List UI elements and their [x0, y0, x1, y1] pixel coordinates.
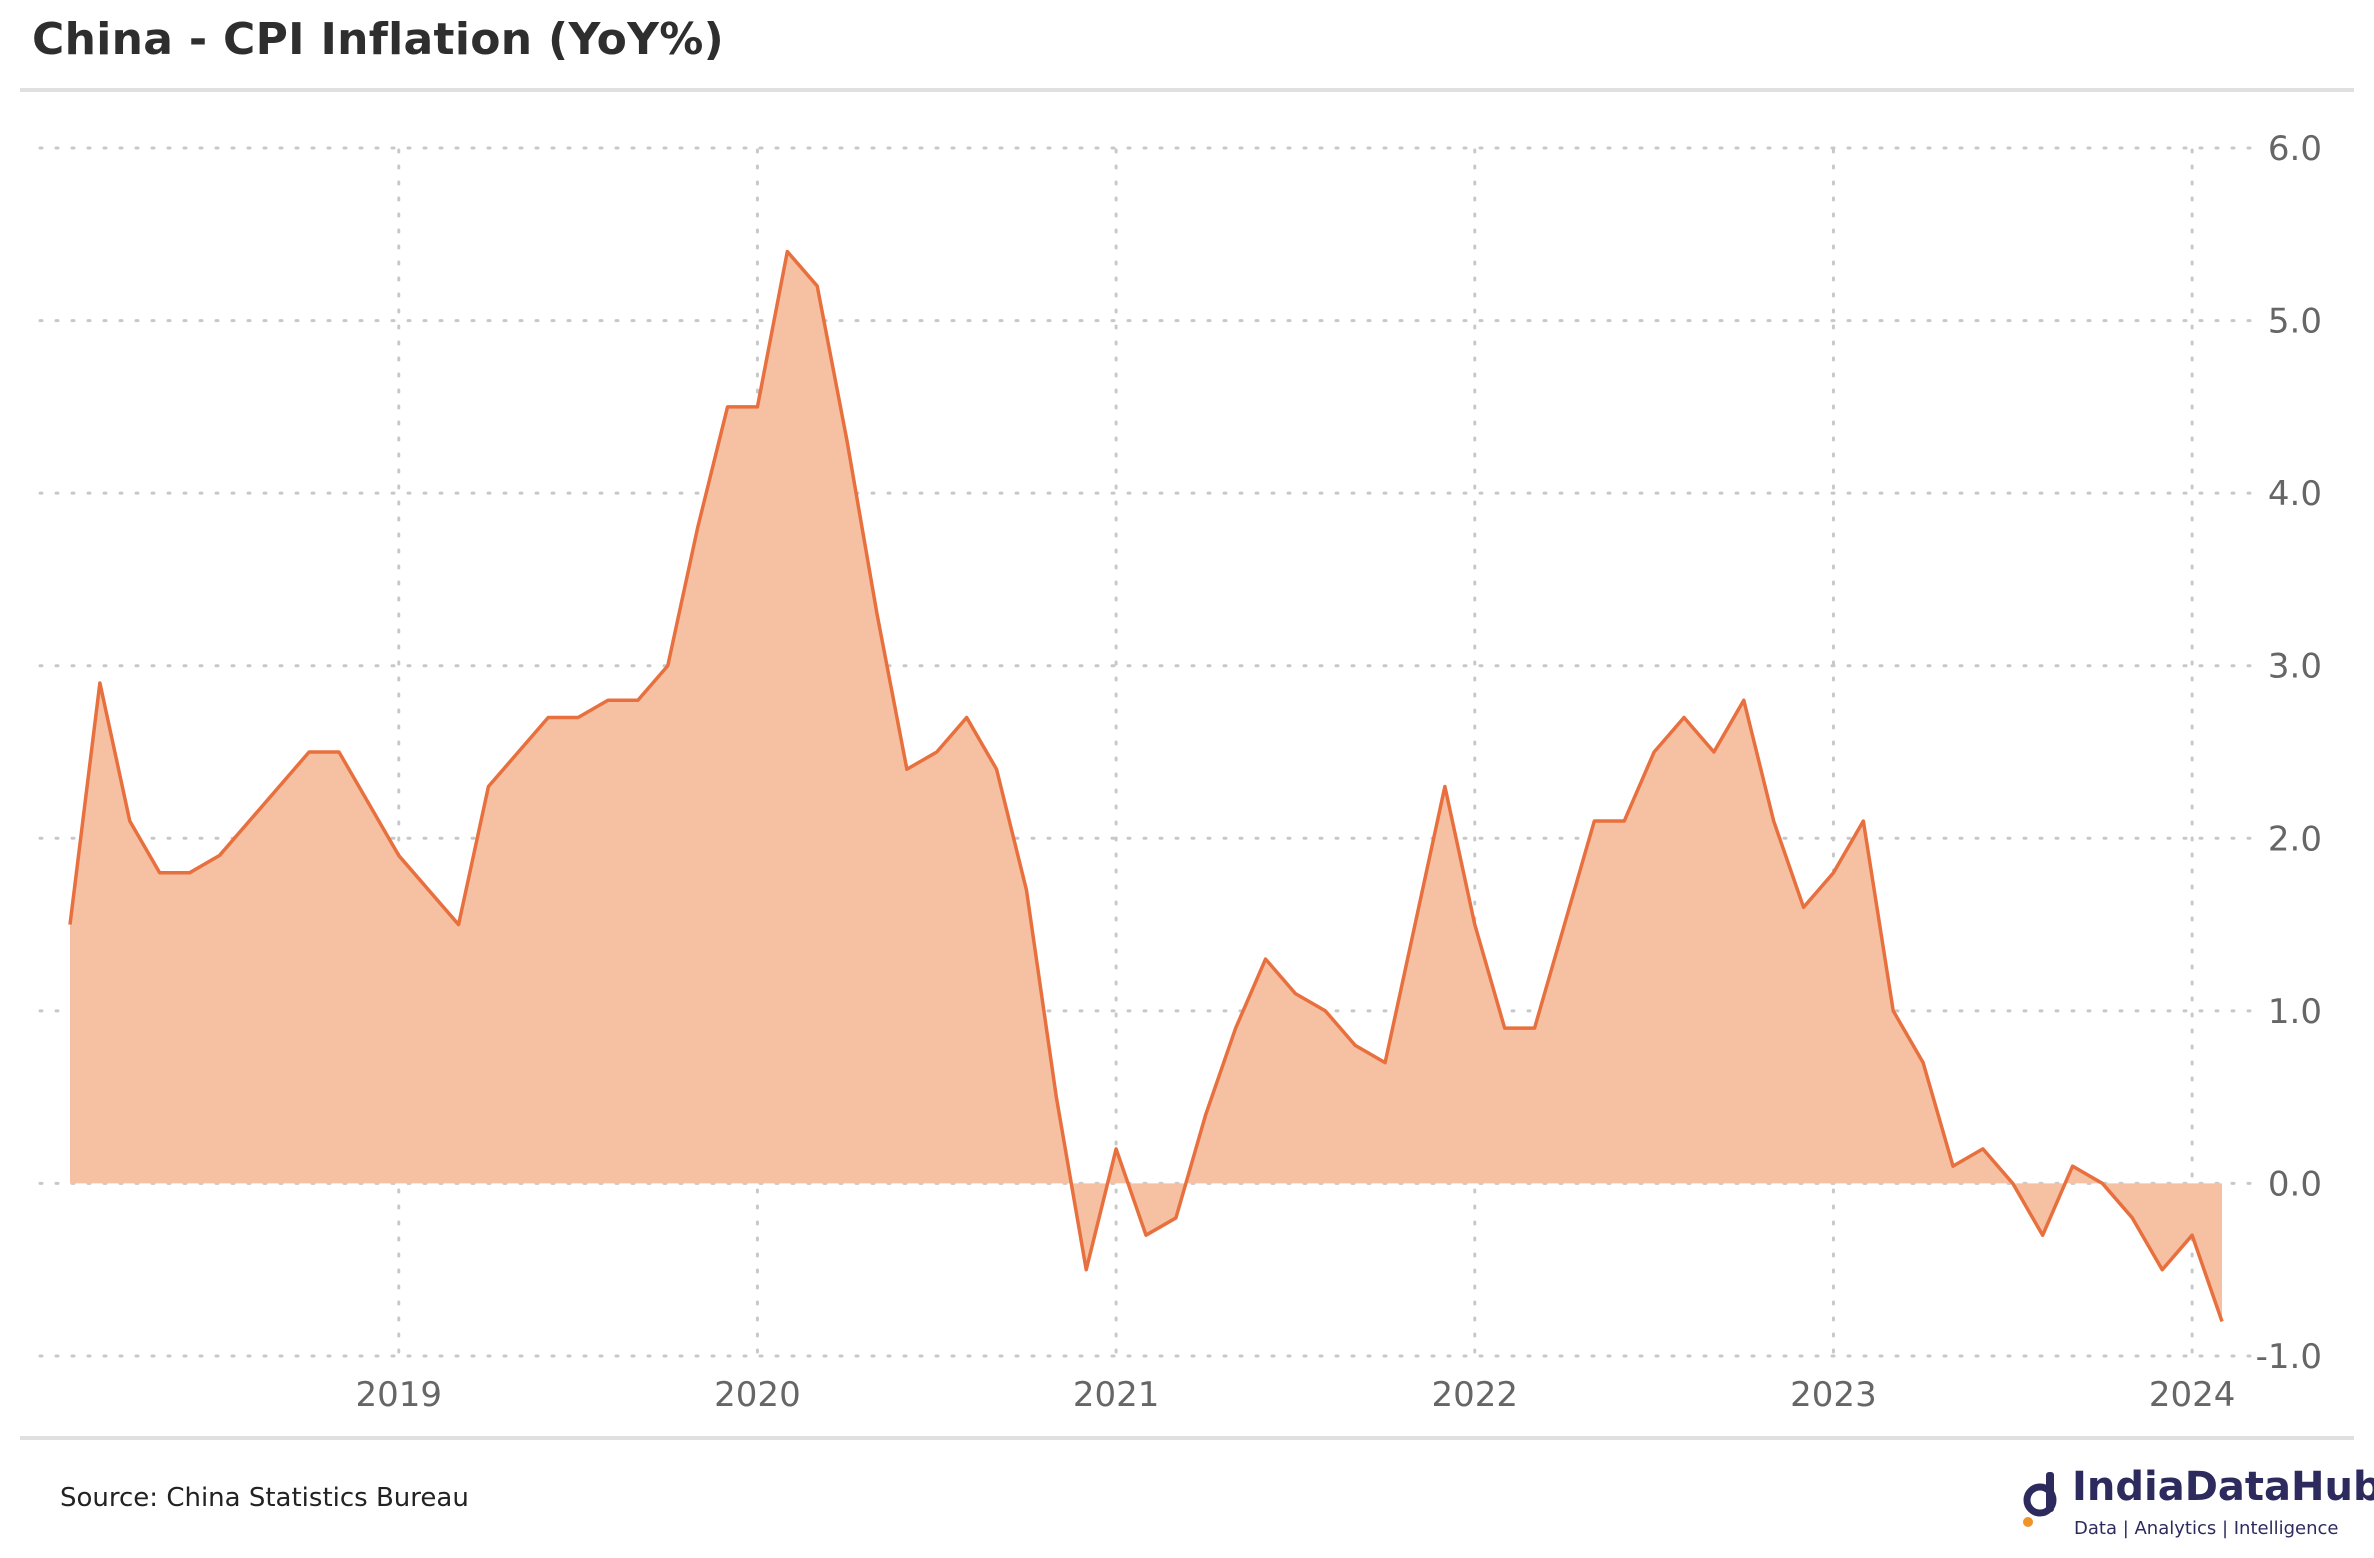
y-tick-label: 6.0	[2268, 129, 2322, 169]
y-tick-label: 3.0	[2268, 647, 2322, 687]
x-tick-label: 2024	[2149, 1375, 2236, 1415]
top-divider	[20, 88, 2354, 92]
logo-tagline: Data | Analytics | Intelligence	[2074, 1518, 2339, 1539]
x-tick-label: 2021	[1073, 1375, 1160, 1415]
y-tick-label: 5.0	[2268, 302, 2322, 342]
series-area	[70, 251, 2222, 1322]
brand-logo: IndiaDataHub Data | Analytics | Intellig…	[2020, 1462, 2374, 1552]
y-tick-label: 1.0	[2268, 992, 2322, 1032]
line-layer	[68, 249, 2224, 1323]
y-axis-ticks: 6.0 5.0 4.0 3.0 2.0 1.0 0.0 -1.0	[2256, 129, 2322, 1377]
x-axis-ticks: 2019 2020 2021 2022 2023 2024	[356, 1375, 2236, 1415]
y-tick-label: -1.0	[2256, 1337, 2322, 1377]
cpi-chart: 6.05.04.03.02.01.00.0-1.0 2019 2020 2021 20…	[38, 129, 2322, 1415]
x-tick-label: 2019	[356, 1375, 443, 1415]
logo-mark-icon	[2023, 1472, 2057, 1527]
x-tick-label: 2022	[1432, 1375, 1519, 1415]
series-line	[68, 249, 2224, 1323]
area-layer	[70, 251, 2222, 1322]
y-tick-label: 4.0	[2268, 474, 2322, 514]
page-title: China - CPI Inflation (YoY%)	[32, 14, 725, 65]
source-note: Source: China Statistics Bureau	[60, 1483, 469, 1513]
x-tick-label: 2023	[1790, 1375, 1877, 1415]
bottom-divider	[20, 1436, 2354, 1440]
x-tick-label: 2020	[714, 1375, 801, 1415]
logo-name: IndiaDataHub	[2072, 1464, 2374, 1510]
y-tick-label: 0.0	[2268, 1164, 2322, 1204]
y-tick-label: 2.0	[2268, 819, 2322, 859]
